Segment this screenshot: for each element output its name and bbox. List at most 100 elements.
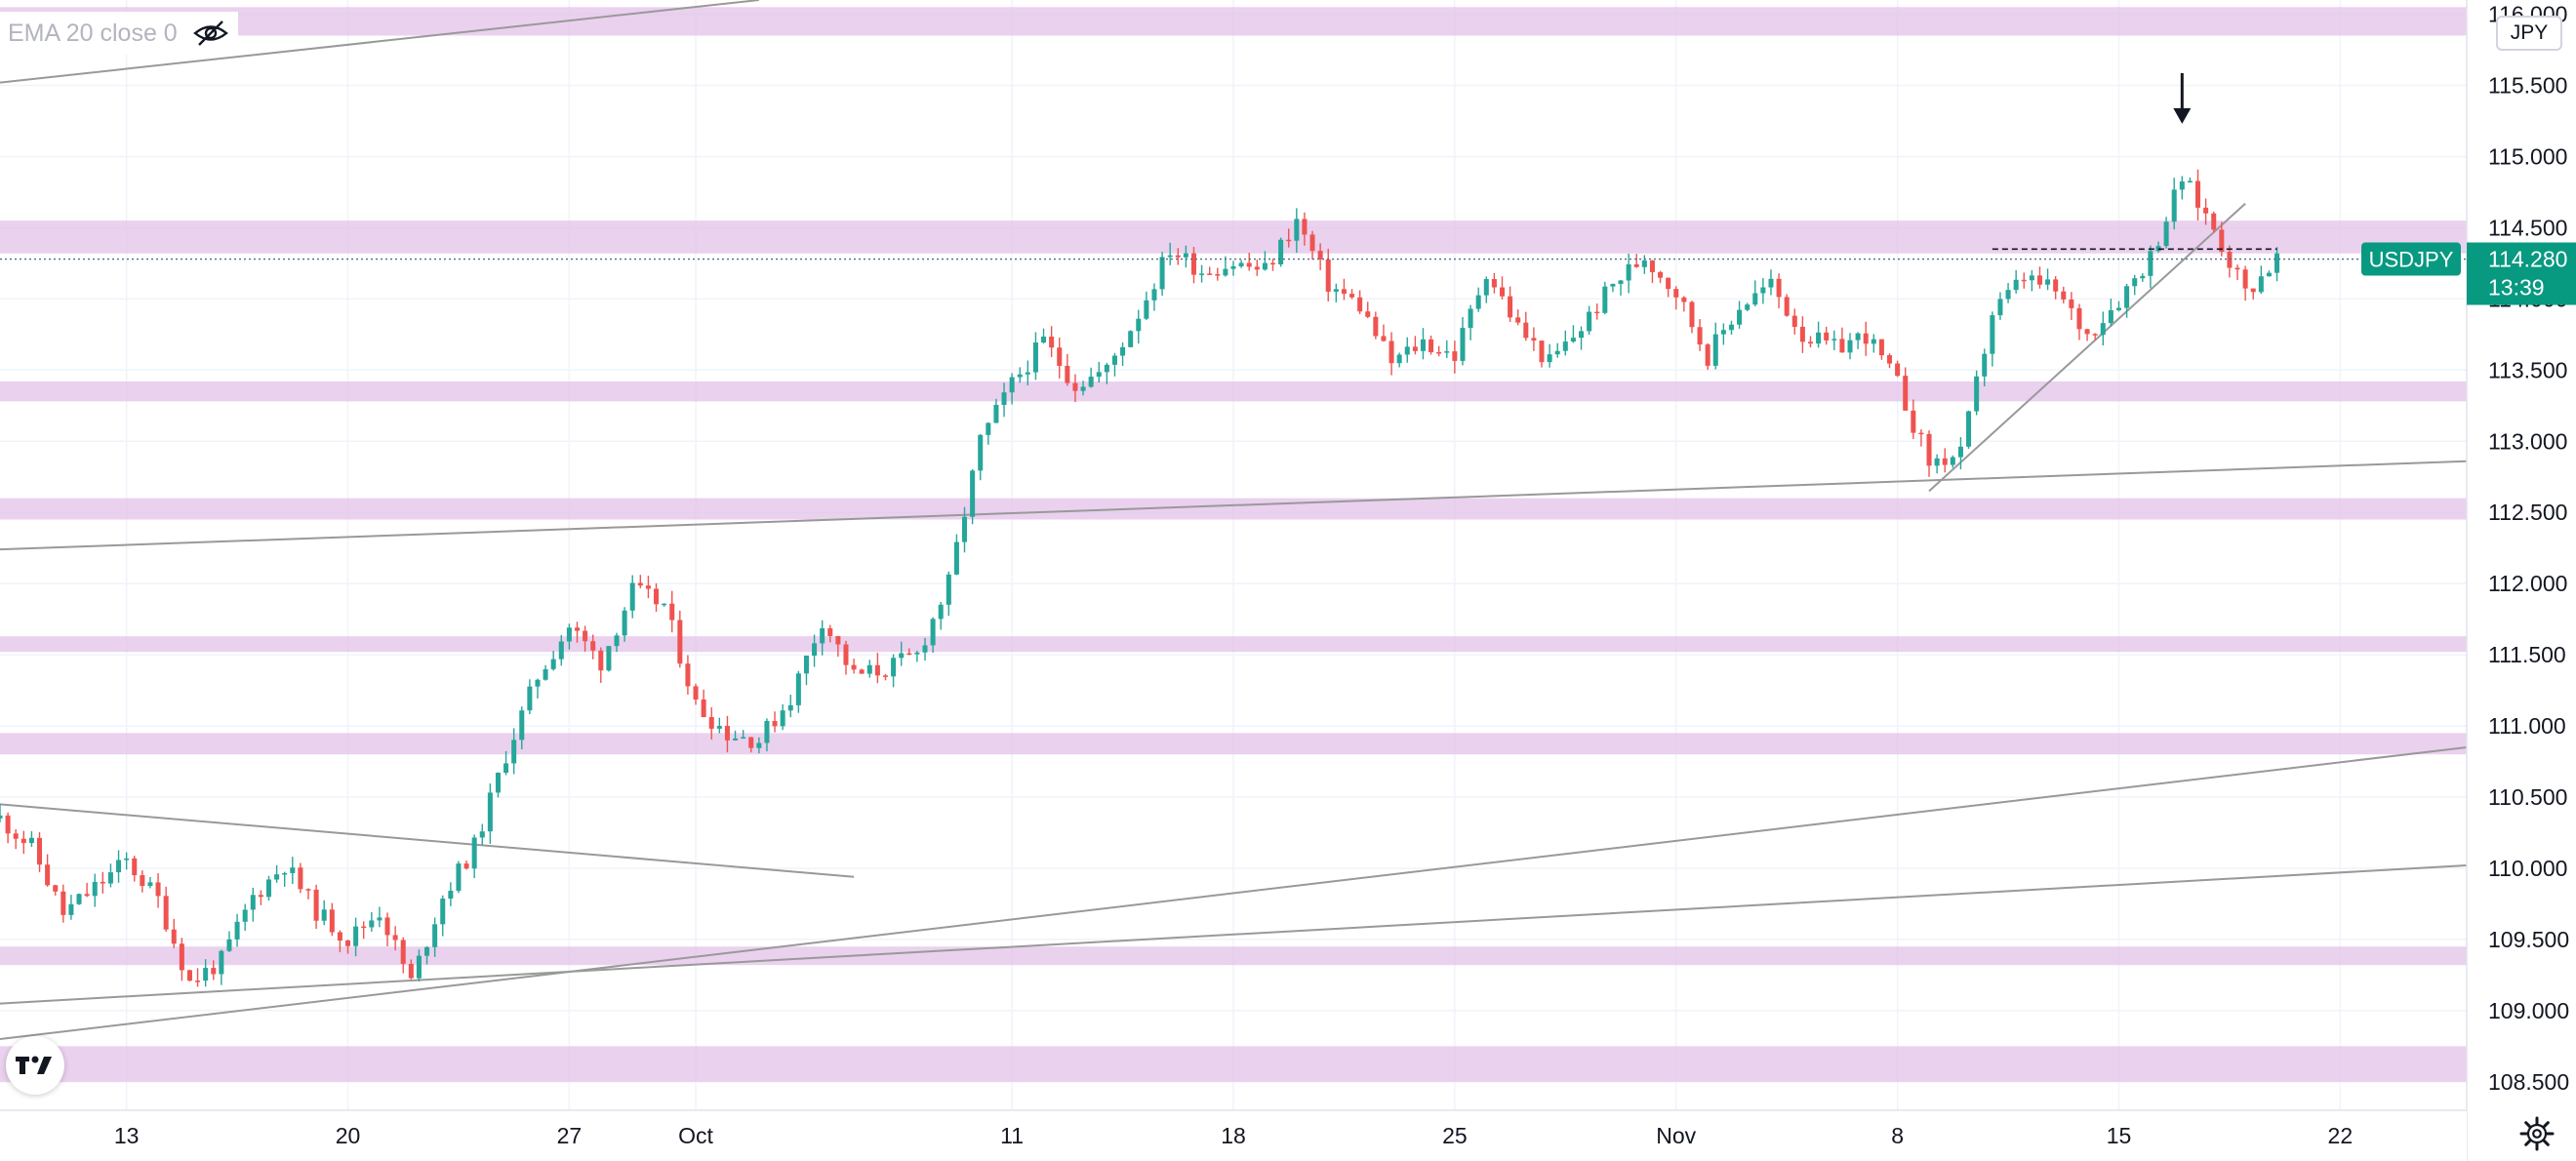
candle-body: [558, 641, 564, 660]
tradingview-logo-icon: [16, 1056, 52, 1074]
candle-body: [1791, 315, 1797, 327]
candle: [132, 856, 138, 882]
candle-body: [274, 874, 280, 880]
trendline: [0, 745, 2468, 1041]
candle-body: [986, 422, 991, 435]
candle: [1404, 337, 1410, 363]
candle: [2124, 284, 2130, 318]
candle: [1878, 339, 1884, 360]
candle-body: [1120, 346, 1126, 356]
y-tick-label: 109.500: [2488, 927, 2569, 952]
trendline: [0, 460, 2468, 551]
candle-body: [456, 863, 462, 891]
candle: [219, 949, 224, 985]
candle-body: [543, 668, 548, 680]
candle: [179, 938, 184, 981]
candle: [1436, 345, 1442, 357]
tradingview-logo[interactable]: [6, 1036, 64, 1095]
candle: [1262, 251, 1268, 271]
candle: [2045, 268, 2051, 291]
candle-body: [590, 641, 596, 651]
candle-body: [1199, 273, 1205, 275]
y-tick-label: 112.000: [2488, 571, 2567, 596]
candle-body: [1246, 262, 1252, 267]
candle: [400, 937, 406, 974]
x-tick-label: Nov: [1656, 1123, 1696, 1148]
zone-band: [0, 946, 2467, 966]
candle: [1579, 326, 1585, 350]
candle-body: [1349, 294, 1355, 298]
candle-body: [1903, 376, 1909, 411]
candle: [1333, 283, 1339, 302]
candle-body: [1096, 372, 1102, 378]
candle: [662, 603, 667, 607]
candle-body: [2061, 291, 2067, 300]
candle: [1831, 330, 1837, 350]
candle-body: [1610, 284, 1616, 287]
candle-body: [1539, 340, 1545, 363]
candle-body: [1784, 297, 1790, 316]
candle: [511, 728, 517, 775]
candle-body: [669, 603, 675, 621]
gear-icon[interactable]: [2519, 1116, 2555, 1151]
candle: [28, 831, 34, 847]
x-tick-label: 13: [114, 1123, 140, 1148]
candle: [590, 634, 596, 660]
candle-body: [440, 899, 446, 925]
price-tag: [2467, 242, 2576, 305]
candle-body: [2250, 288, 2256, 293]
y-tick-label: 114.500: [2488, 215, 2567, 240]
candle: [313, 884, 319, 930]
candle: [748, 737, 754, 753]
candle-body: [1317, 251, 1323, 260]
candle: [733, 730, 739, 741]
candle: [242, 903, 248, 932]
candle-body: [614, 635, 620, 647]
candle: [795, 670, 801, 713]
candle: [171, 918, 177, 948]
candle: [424, 945, 430, 965]
symbol-tag: [2361, 242, 2461, 276]
candle-body: [953, 541, 959, 575]
candle-body: [1602, 286, 1608, 313]
candle: [53, 884, 59, 896]
candle: [1270, 259, 1276, 271]
candles: [0, 169, 2280, 987]
candle: [1420, 328, 1426, 360]
candle: [1626, 253, 1631, 294]
candle-body: [606, 646, 612, 671]
candle: [1594, 303, 1600, 320]
candle-body: [1649, 260, 1655, 272]
candle-body: [1895, 363, 1901, 377]
candle: [1444, 340, 1450, 358]
candle: [629, 575, 635, 619]
candle-body: [2100, 323, 2106, 336]
candle: [250, 887, 256, 922]
candle: [1697, 319, 1703, 351]
y-tick-label: 110.000: [2488, 856, 2567, 881]
candle: [2084, 329, 2090, 341]
candle-body: [171, 929, 177, 944]
candle-body: [2179, 180, 2185, 190]
candle-body: [1579, 331, 1585, 339]
currency-button[interactable]: JPY: [2496, 16, 2562, 51]
candle: [527, 679, 533, 715]
candle: [835, 635, 841, 658]
candle: [986, 421, 991, 445]
candle: [2140, 273, 2146, 282]
candle-body: [1887, 355, 1893, 364]
candle: [724, 715, 730, 753]
eye-slash-icon[interactable]: [191, 19, 230, 48]
candle-body: [803, 655, 809, 674]
candle-body: [2140, 275, 2146, 279]
candle: [2100, 311, 2106, 346]
candle-body: [345, 941, 351, 946]
candle: [1816, 321, 1822, 348]
x-tick-label: 15: [2107, 1123, 2132, 1148]
candle-body: [392, 935, 398, 941]
indicator-legend[interactable]: EMA 20 close 0: [0, 12, 238, 55]
candle: [1847, 333, 1853, 360]
candle-body: [812, 643, 818, 656]
